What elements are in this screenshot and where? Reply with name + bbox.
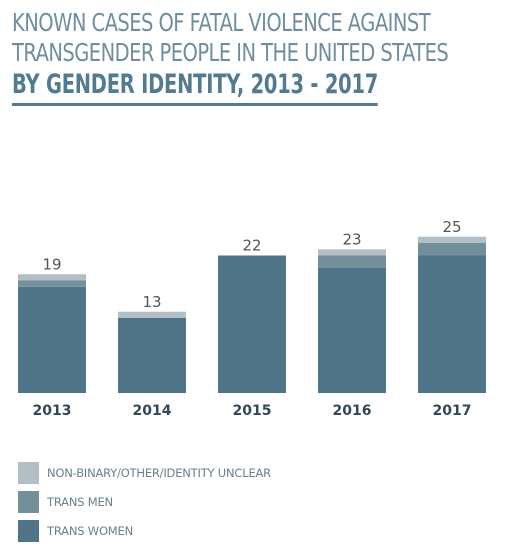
- x-tick-label-2015: 2015: [233, 403, 272, 419]
- data-label-2017: 25: [442, 218, 461, 236]
- bar-2013-non-binary: [18, 274, 86, 281]
- bar-2017-trans-women: [418, 255, 486, 393]
- legend-swatch-trans-men: [18, 491, 39, 513]
- x-tick-label-2017: 2017: [433, 403, 472, 419]
- bar-2014-trans-women: [118, 318, 186, 393]
- legend-swatch-trans-women: [18, 520, 39, 542]
- bar-2016-trans-women: [318, 268, 386, 393]
- x-tick-label-2014: 2014: [133, 403, 172, 419]
- legend-label-trans-men: TRANS MEN: [47, 495, 113, 509]
- bar-2014-non-binary: [118, 311, 186, 318]
- bar-2016-trans-men: [318, 255, 386, 268]
- bar-2017-non-binary: [418, 236, 486, 243]
- data-label-2015: 22: [242, 237, 261, 255]
- legend-swatch-non-binary: [18, 462, 39, 484]
- title-line-3: BY GENDER IDENTITY, 2013 - 2017: [12, 68, 378, 106]
- legend-label-non-binary: NON-BINARY/OTHER/IDENTITY UNCLEAR: [47, 466, 271, 480]
- title-line-2: TRANSGENDER PEOPLE IN THE UNITED STATES: [12, 38, 449, 67]
- data-label-2013: 19: [42, 255, 61, 273]
- title-line-1: KNOWN CASES OF FATAL VIOLENCE AGAINST: [12, 8, 431, 37]
- bar-2017-trans-men: [418, 243, 486, 256]
- bar-2015-trans-women: [218, 255, 286, 393]
- legend-item-trans-men: TRANS MEN: [18, 491, 271, 513]
- legend-item-non-binary: NON-BINARY/OTHER/IDENTITY UNCLEAR: [18, 462, 271, 484]
- chart-title: KNOWN CASES OF FATAL VIOLENCE AGAINST TR…: [12, 8, 502, 106]
- chart-legend: NON-BINARY/OTHER/IDENTITY UNCLEAR TRANS …: [18, 462, 271, 549]
- data-label-2014: 13: [142, 293, 161, 311]
- bar-2013-trans-women: [18, 286, 86, 393]
- stacked-bar-chart: 19 2013 13 2014 22 2015 23 2016 25 2017: [18, 218, 486, 419]
- legend-item-trans-women: TRANS WOMEN: [18, 520, 271, 542]
- x-tick-label-2013: 2013: [33, 403, 72, 419]
- data-label-2016: 23: [342, 230, 361, 248]
- bar-2013-trans-men: [18, 280, 86, 287]
- x-tick-label-2016: 2016: [333, 403, 372, 419]
- bar-2016-non-binary: [318, 249, 386, 256]
- legend-label-trans-women: TRANS WOMEN: [47, 524, 133, 538]
